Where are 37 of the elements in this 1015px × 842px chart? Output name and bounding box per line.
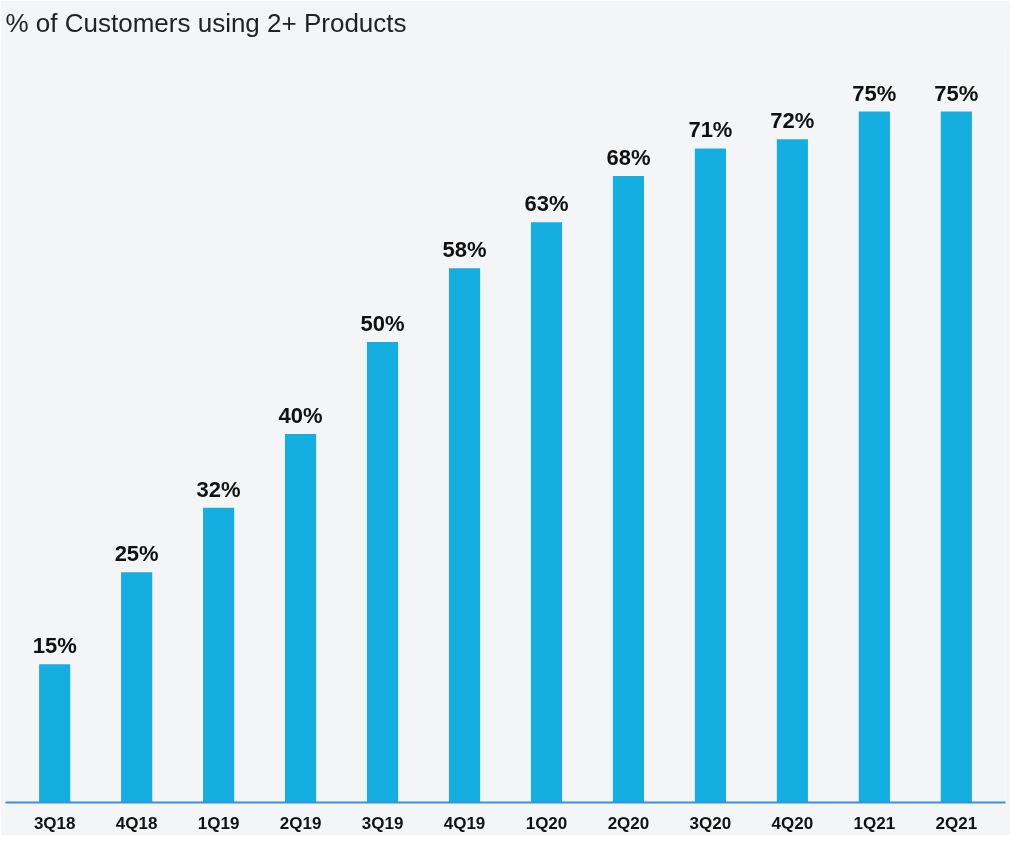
bar <box>858 111 890 803</box>
bar <box>285 434 317 803</box>
data-label: 75% <box>934 80 979 106</box>
bar <box>776 139 808 803</box>
bar <box>612 176 645 803</box>
chart-title: % of Customers using 2+ Products <box>5 7 407 38</box>
data-label: 40% <box>278 403 323 429</box>
x-tick-label: 4Q20 <box>771 813 814 833</box>
data-label: 68% <box>606 145 651 171</box>
x-tick-label: 3Q19 <box>361 813 404 833</box>
x-tick-label: 3Q18 <box>33 813 76 833</box>
x-tick-label: 1Q19 <box>197 813 240 833</box>
x-tick-label: 2Q19 <box>279 813 322 833</box>
x-tick-label: 2Q21 <box>935 813 978 833</box>
bar <box>694 148 726 803</box>
data-label: 63% <box>524 191 569 217</box>
data-label: 25% <box>114 541 159 567</box>
x-tick-label: 1Q20 <box>525 813 568 833</box>
data-label: 75% <box>852 80 897 106</box>
bar <box>203 507 235 803</box>
data-label: 58% <box>442 237 487 263</box>
bar <box>366 341 399 803</box>
x-tick-label: 2Q20 <box>607 813 650 833</box>
bar <box>39 664 71 803</box>
data-label: 15% <box>32 633 77 659</box>
bar <box>530 222 563 803</box>
data-label: 50% <box>360 310 405 336</box>
data-label: 32% <box>196 476 241 502</box>
data-label: 72% <box>770 108 815 134</box>
x-tick-label: 3Q20 <box>689 813 732 833</box>
data-label: 71% <box>688 117 733 143</box>
x-tick-label: 1Q21 <box>853 813 896 833</box>
x-tick-label: 4Q19 <box>443 813 486 833</box>
bar <box>448 268 481 803</box>
x-tick-label: 4Q18 <box>115 813 158 833</box>
bar <box>121 572 153 803</box>
bar <box>940 111 972 803</box>
